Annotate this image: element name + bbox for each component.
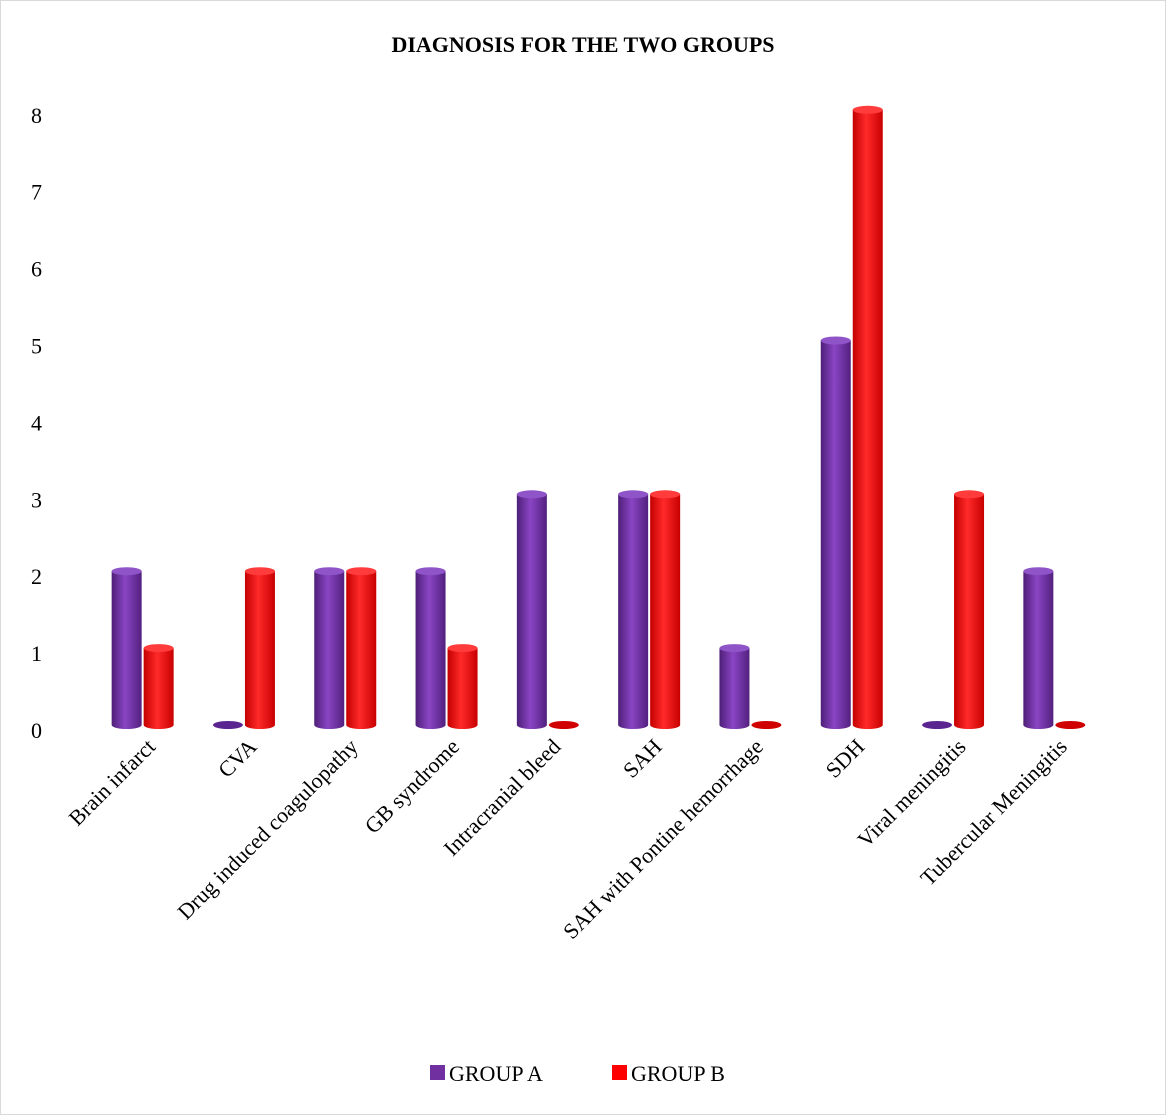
bar-group-a — [719, 644, 750, 729]
bar-group-a — [820, 336, 851, 729]
bars — [111, 105, 1086, 730]
bar-group-b — [954, 490, 985, 729]
bar-group-b — [852, 105, 883, 730]
bar-group-b — [548, 721, 579, 729]
legend-item: GROUP B — [612, 1061, 725, 1086]
y-tick-label: 0 — [31, 718, 42, 743]
bar-group-a — [212, 721, 243, 729]
y-tick-label: 1 — [31, 641, 42, 666]
y-tick-label: 7 — [31, 180, 42, 205]
bar-group-a — [314, 567, 345, 729]
x-category-label: SAH — [618, 734, 667, 783]
bar-group-b — [650, 490, 681, 729]
legend-item: GROUP A — [430, 1061, 543, 1086]
y-tick-label: 2 — [31, 564, 42, 589]
bar-group-b — [244, 567, 275, 729]
y-tick-label: 3 — [31, 487, 42, 512]
bar-group-b — [1055, 721, 1086, 729]
y-tick-label: 6 — [31, 257, 42, 282]
x-category-label: CVA — [213, 734, 262, 783]
bar-group-a — [1023, 567, 1054, 729]
bar-group-b — [447, 644, 478, 729]
y-tick-label: 5 — [31, 334, 42, 359]
x-category-label: Drug induced coagulopathy — [172, 734, 362, 924]
x-category-label: Brain infarct — [63, 734, 160, 831]
legend: GROUP A GROUP B — [430, 1061, 725, 1086]
bar-group-b — [143, 644, 174, 729]
legend-swatch — [430, 1065, 445, 1080]
legend-label: GROUP B — [631, 1061, 725, 1086]
legend-label: GROUP A — [449, 1061, 543, 1086]
x-category-label: GB syndrome — [360, 734, 465, 839]
x-category-label: SAH with Pontine hemorrhage — [558, 734, 768, 944]
x-category-label: SDH — [820, 734, 869, 783]
bar-group-b — [346, 567, 377, 729]
y-tick-label: 4 — [31, 410, 42, 435]
bar-group-a — [618, 490, 649, 729]
bar-group-b — [751, 721, 782, 729]
y-axis-ticks: 0 1 2 3 4 5 6 7 8 — [31, 103, 42, 743]
bar-group-a — [111, 567, 142, 729]
bar-group-a — [415, 567, 446, 729]
bar-group-a — [516, 490, 547, 729]
bar-group-a — [922, 721, 953, 729]
y-tick-label: 8 — [31, 103, 42, 128]
chart-title: DIAGNOSIS FOR THE TWO GROUPS — [391, 32, 774, 57]
legend-swatch — [612, 1065, 627, 1080]
